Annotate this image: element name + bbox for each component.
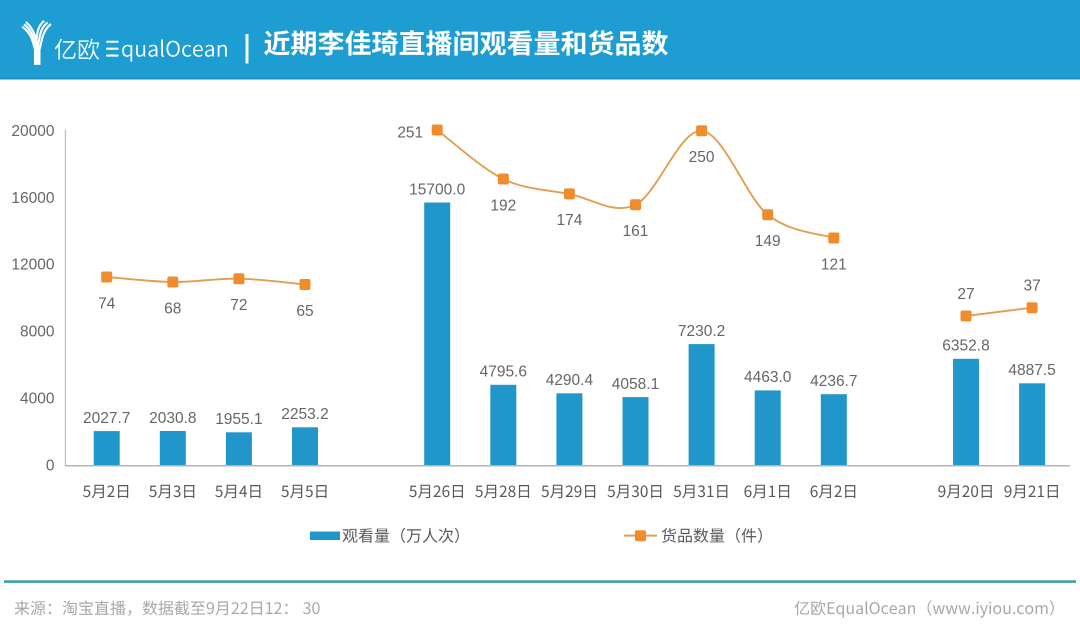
svg-text:27: 27 [957,286,974,303]
svg-text:4000: 4000 [20,390,55,407]
svg-text:68: 68 [164,300,181,317]
svg-text:174: 174 [556,212,582,229]
svg-text:65: 65 [296,303,313,320]
svg-text:6352.8: 6352.8 [942,338,989,355]
svg-text:4463.0: 4463.0 [744,369,792,386]
svg-text:15700.0: 15700.0 [409,181,465,198]
svg-text:4887.5: 4887.5 [1008,362,1055,379]
svg-text:74: 74 [98,295,116,312]
svg-text:192: 192 [490,197,516,214]
svg-text:4058.1: 4058.1 [612,376,659,393]
svg-text:8000: 8000 [20,324,55,341]
svg-text:149: 149 [755,233,781,250]
svg-text:16000: 16000 [11,190,54,207]
svg-text:161: 161 [623,223,649,240]
svg-text:250: 250 [689,149,715,166]
svg-text:12000: 12000 [11,257,54,274]
svg-text:72: 72 [230,297,247,314]
svg-text:121: 121 [821,256,847,273]
svg-text:4795.6: 4795.6 [480,364,527,381]
svg-text:1955.1: 1955.1 [215,411,262,428]
svg-text:251: 251 [397,125,423,142]
svg-text:4290.4: 4290.4 [546,372,594,389]
svg-text:37: 37 [1023,278,1040,295]
svg-text:7230.2: 7230.2 [678,323,725,340]
svg-text:4236.7: 4236.7 [810,373,857,390]
svg-text:20000: 20000 [11,123,54,140]
svg-text:0: 0 [46,457,55,474]
svg-text:2030.8: 2030.8 [149,410,196,427]
svg-text:2027.7: 2027.7 [83,410,130,427]
svg-text:2253.2: 2253.2 [281,406,328,423]
